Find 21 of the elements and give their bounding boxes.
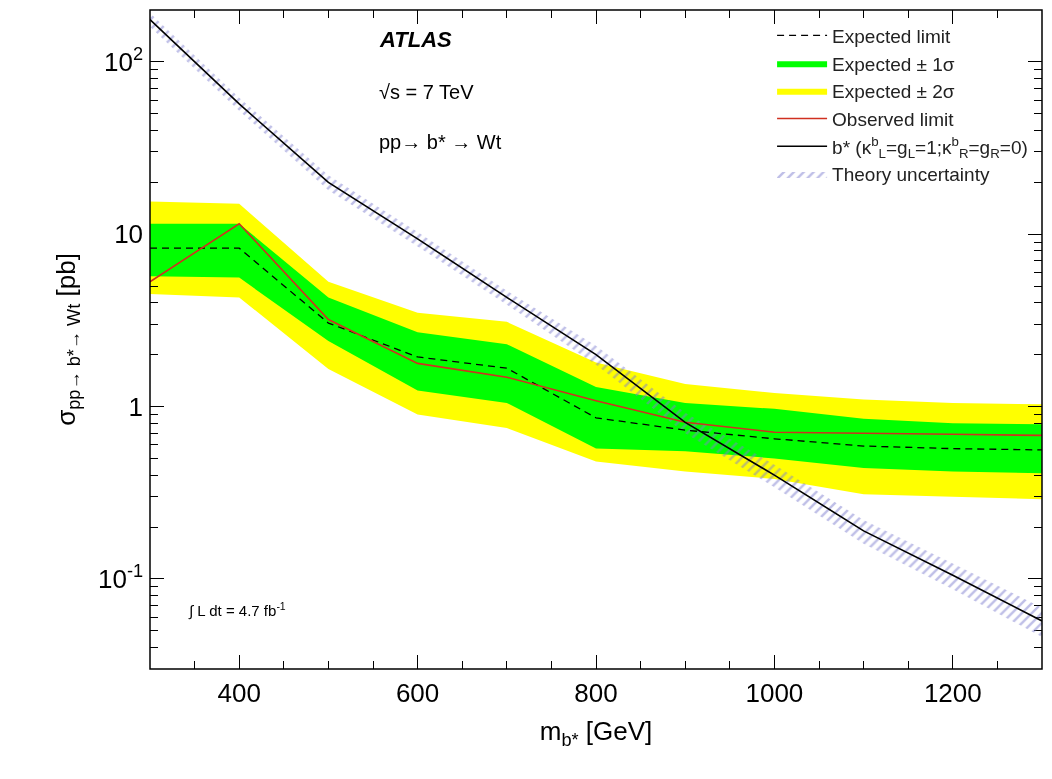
x-axis-title: m$_{b*}$ [GeV] bbox=[539, 716, 653, 750]
legend-label: Expected limit bbox=[832, 25, 952, 47]
y-tick-label: 1 bbox=[128, 391, 144, 422]
line-series bbox=[150, 222, 1042, 437]
x-tick-label: 400 bbox=[217, 677, 261, 708]
x-tick-label: 800 bbox=[574, 677, 618, 708]
x-tick-label: 600 bbox=[395, 677, 440, 708]
text: b* (κ$^{b}$$_{L}$=g$_{L}$=1;κ$^{b}$$_{R}$=g$_{R}$=0) bbox=[832, 133, 1028, 161]
x-tick-label: 1200 bbox=[923, 677, 982, 708]
annotation: ∫ L dt = 4.7 fb$^{-1}$ bbox=[188, 600, 286, 621]
y-tick-label: 10$^{-1}$ bbox=[97, 561, 144, 594]
legend-label: Expected ± 2σ bbox=[832, 81, 955, 103]
y-tick-label: 10 bbox=[114, 219, 144, 250]
annotation: ATLAS bbox=[379, 27, 453, 52]
legend-label: Expected ± 1σ bbox=[832, 53, 955, 75]
legend-label: Theory uncertainty bbox=[832, 164, 990, 186]
legend-label: Observed limit bbox=[832, 108, 955, 130]
annotation: pp→ b* → Wt bbox=[379, 131, 502, 153]
y-tick-label: 10$^{2}$ bbox=[104, 44, 144, 77]
x-tick-label: 1000 bbox=[745, 677, 804, 708]
annotation: √s = 7 TeV bbox=[379, 81, 475, 103]
